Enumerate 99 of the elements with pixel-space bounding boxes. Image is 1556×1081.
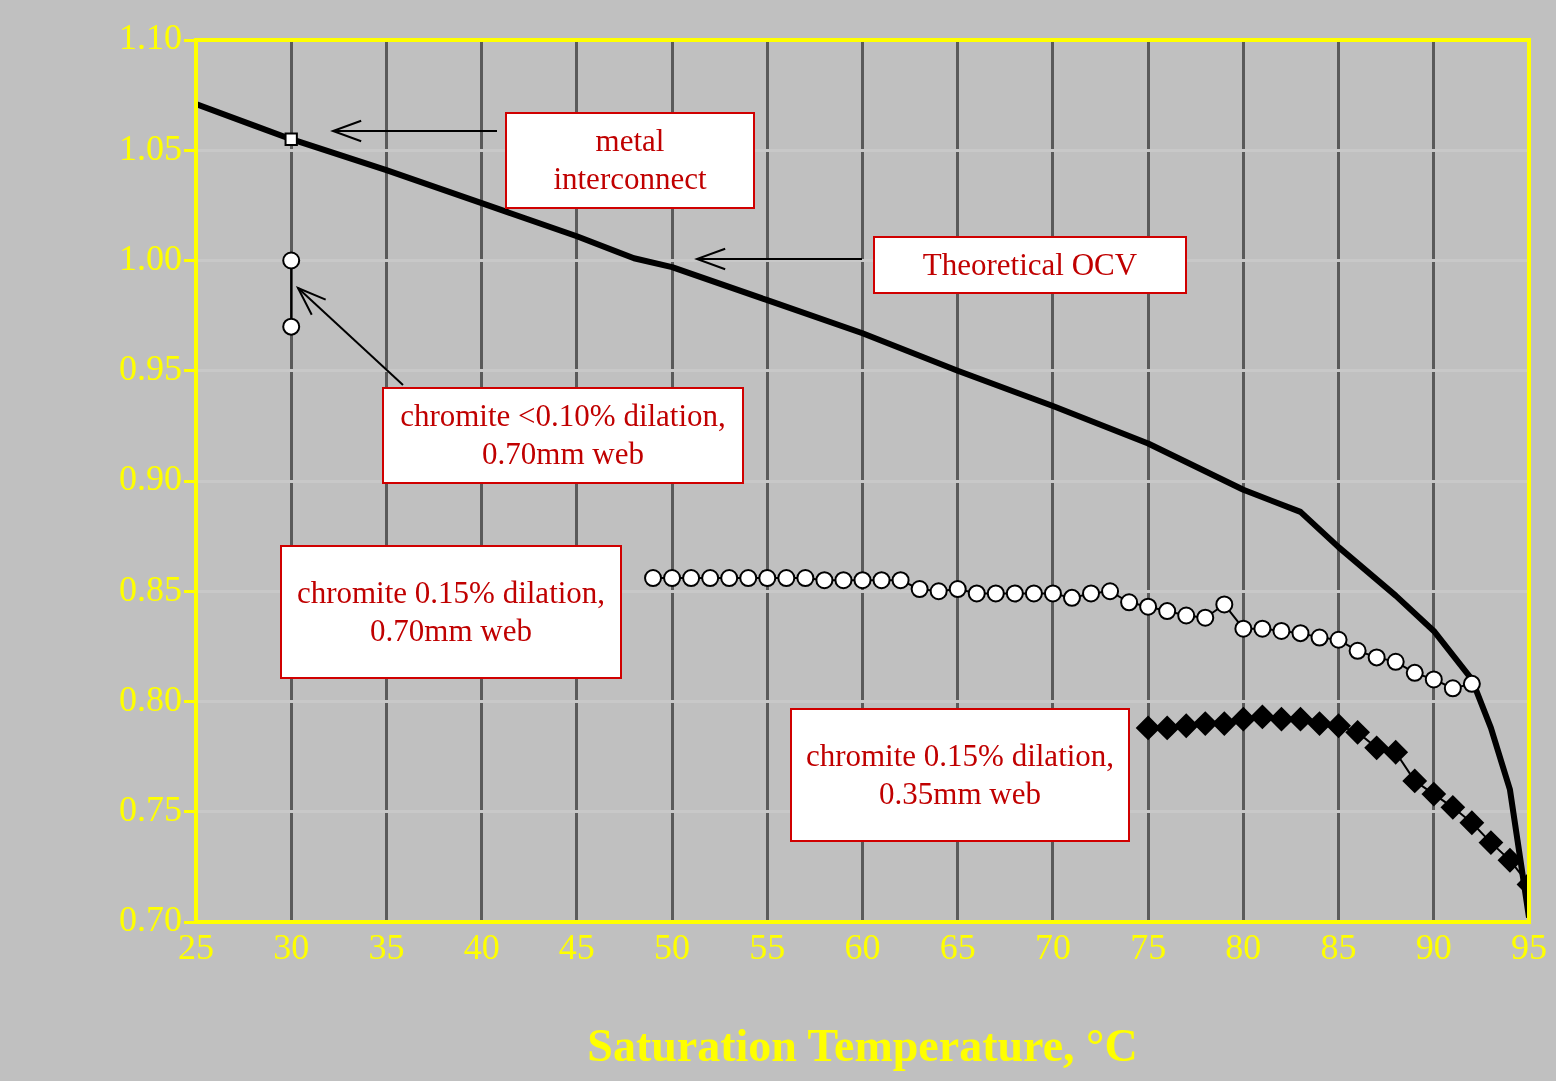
point: [282, 317, 301, 336]
point: [777, 569, 796, 588]
point: [1421, 782, 1446, 807]
x-tick-label: 90: [1415, 927, 1452, 968]
x-tick-label: 85: [1320, 927, 1357, 968]
point: [1386, 652, 1405, 671]
point: [967, 584, 986, 603]
point: [1383, 740, 1408, 765]
point: [1062, 588, 1081, 607]
point: [1443, 679, 1462, 698]
point: [834, 571, 853, 590]
point: [1212, 711, 1237, 736]
point: [1310, 628, 1329, 647]
point: [815, 571, 834, 590]
y-tick-label: 0.85: [119, 568, 182, 609]
point: [1326, 713, 1351, 738]
point: [1424, 670, 1443, 689]
point: [1155, 715, 1180, 740]
annotation: chromite 0.15% dilation, 0.35mm web: [804, 737, 1116, 813]
x-tick-label: 55: [749, 927, 786, 968]
x-tick-label: 30: [273, 927, 310, 968]
point: [720, 569, 739, 588]
text-box: chromite 0.15% dilation, 0.70mm web: [280, 545, 622, 679]
annotation: Theoretical OCV: [921, 246, 1139, 284]
x-tick-label: 60: [844, 927, 881, 968]
point: [891, 571, 910, 590]
point: [1272, 621, 1291, 640]
x-tick-label: 40: [463, 927, 500, 968]
point: [1101, 582, 1120, 601]
y-tick-label: 0.75: [119, 789, 182, 830]
point: [1348, 641, 1367, 660]
text-box: chromite <0.10% dilation, 0.70mm web: [382, 386, 744, 484]
point: [796, 569, 815, 588]
point: [1196, 608, 1215, 627]
x-tick-label: 80: [1225, 927, 1262, 968]
point: [1250, 704, 1275, 729]
point: [1459, 810, 1484, 835]
point: [284, 132, 298, 146]
x-tick-label: 70: [1034, 927, 1071, 968]
point: [758, 569, 777, 588]
point: [910, 580, 929, 599]
point: [1478, 830, 1503, 855]
point: [1405, 663, 1424, 682]
y-tick-label: 1.05: [119, 127, 182, 168]
point: [1193, 711, 1218, 736]
x-tick-label: 35: [368, 927, 405, 968]
point: [1269, 707, 1294, 732]
annotation: chromite <0.10% dilation, 0.70mm web: [399, 397, 727, 473]
point: [1174, 713, 1199, 738]
point: [1177, 606, 1196, 625]
point: [739, 569, 758, 588]
point: [1234, 619, 1253, 638]
point: [1253, 619, 1272, 638]
y-tick-label: 0.80: [119, 678, 182, 719]
point: [1291, 624, 1310, 643]
point: [1005, 584, 1024, 603]
x-tick-label: 50: [654, 927, 691, 968]
point: [1329, 630, 1348, 649]
point: [948, 580, 967, 599]
x-axis-title: Saturation Temperature, °C: [587, 1020, 1138, 1072]
point: [1215, 595, 1234, 614]
point: [1307, 711, 1332, 736]
text-box: chromite 0.15% dilation, 0.35mm web: [790, 708, 1130, 842]
annotation: metal interconnect: [552, 122, 708, 198]
x-tick-label: 25: [178, 927, 214, 968]
point: [1043, 584, 1062, 603]
y-tick-label: 0.95: [119, 348, 182, 389]
text-box: Theoretical OCV: [873, 236, 1187, 294]
point: [644, 569, 663, 588]
point: [1402, 768, 1427, 793]
x-tick-label: 95: [1511, 927, 1547, 968]
point: [1139, 597, 1158, 616]
point: [1231, 707, 1256, 732]
x-tick-label: 45: [558, 927, 595, 968]
y-tick-label: 1.10: [119, 17, 182, 58]
point: [1082, 584, 1101, 603]
point: [1440, 795, 1465, 820]
point: [929, 582, 948, 601]
point: [1462, 674, 1481, 693]
point: [682, 569, 701, 588]
point: [1364, 735, 1389, 760]
point: [1367, 648, 1386, 667]
point: [282, 251, 301, 270]
point: [853, 571, 872, 590]
point: [1288, 707, 1313, 732]
point: [872, 571, 891, 590]
point: [1345, 720, 1370, 745]
text-box: metal interconnect: [505, 111, 755, 209]
annotation: chromite 0.15% dilation, 0.70mm web: [295, 574, 607, 650]
point: [701, 569, 720, 588]
x-tick-label: 65: [939, 927, 976, 968]
point: [986, 584, 1005, 603]
x-tick-label: 75: [1130, 927, 1167, 968]
y-tick-label: 1.00: [119, 237, 182, 278]
y-tick-label: 0.90: [119, 458, 182, 499]
point: [1158, 602, 1177, 621]
point: [663, 569, 682, 588]
point: [1120, 593, 1139, 612]
point: [1024, 584, 1043, 603]
